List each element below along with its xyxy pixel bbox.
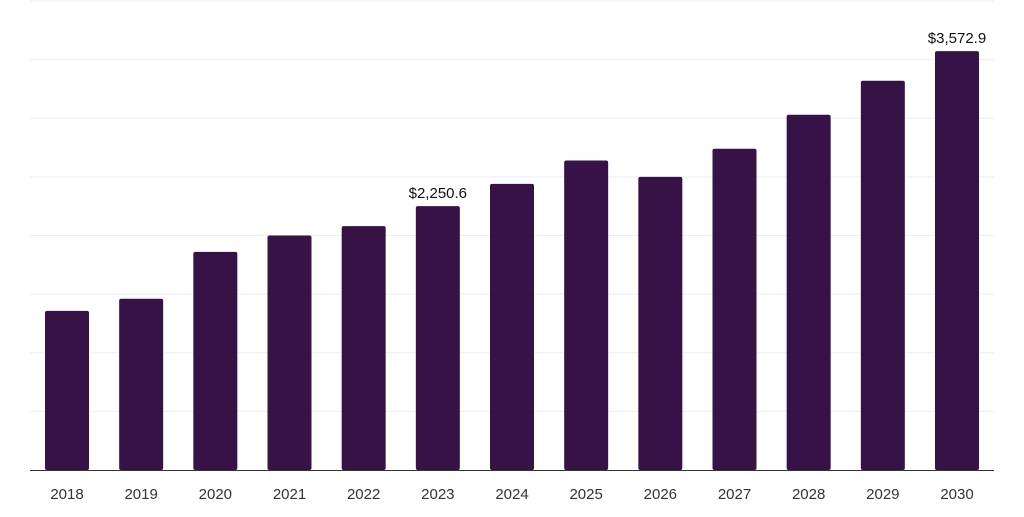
x-tick-label-2023: 2023 bbox=[421, 486, 454, 503]
x-tick-label-2025: 2025 bbox=[569, 486, 602, 503]
x-tick-label-2027: 2027 bbox=[718, 486, 751, 503]
x-tick-label-2028: 2028 bbox=[792, 486, 825, 503]
x-tick-label-2030: 2030 bbox=[940, 486, 973, 503]
bar-2030[interactable] bbox=[935, 51, 979, 470]
data-label-2030: $3,572.9 bbox=[928, 30, 986, 47]
x-tick-label-2019: 2019 bbox=[124, 486, 157, 503]
bar-2029[interactable] bbox=[860, 80, 905, 470]
bar-2024[interactable] bbox=[490, 183, 534, 470]
x-tick-label-2029: 2029 bbox=[866, 486, 899, 503]
bar-2018[interactable] bbox=[45, 310, 89, 470]
x-tick-label-2022: 2022 bbox=[347, 486, 380, 503]
data-label-2023: $2,250.6 bbox=[409, 185, 467, 202]
bar-2028[interactable] bbox=[786, 114, 831, 471]
bar-2021[interactable] bbox=[267, 235, 312, 471]
bar-2025[interactable] bbox=[564, 160, 609, 470]
x-tick-label-2026: 2026 bbox=[644, 486, 677, 503]
bar-2026[interactable] bbox=[638, 176, 683, 470]
bar-2020[interactable] bbox=[193, 251, 238, 470]
bar-2019[interactable] bbox=[119, 298, 164, 470]
bar-2023[interactable] bbox=[415, 206, 460, 470]
bar-2027[interactable] bbox=[712, 148, 757, 471]
x-tick-label-2024: 2024 bbox=[495, 486, 528, 503]
x-tick-label-2018: 2018 bbox=[50, 486, 83, 503]
x-tick-label-2020: 2020 bbox=[199, 486, 232, 503]
bar-2022[interactable] bbox=[341, 226, 386, 470]
x-tick-label-2021: 2021 bbox=[273, 486, 306, 503]
